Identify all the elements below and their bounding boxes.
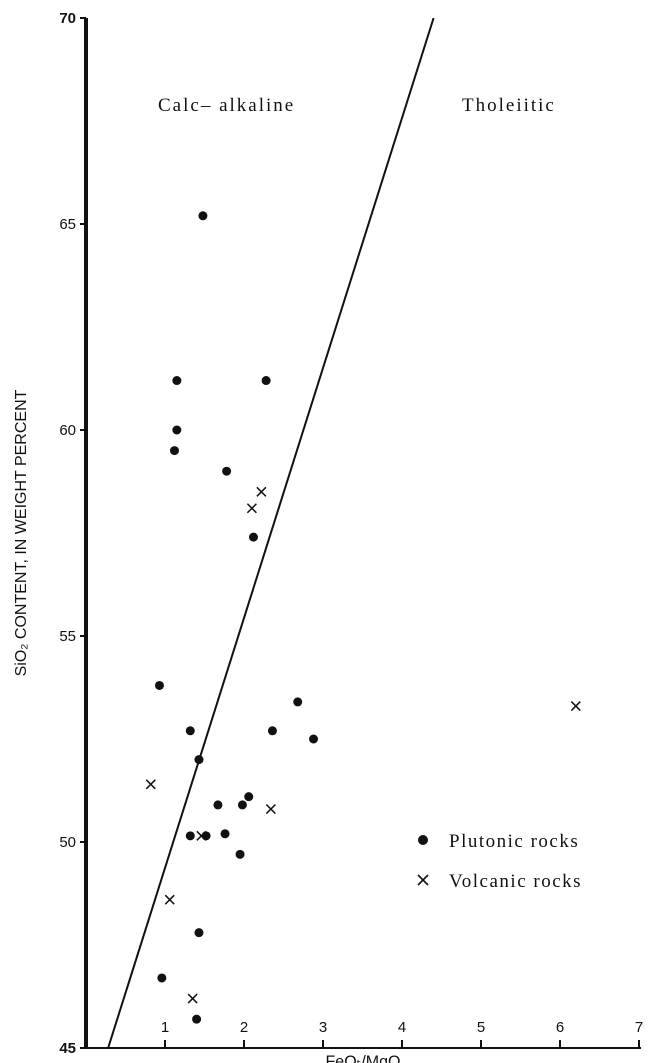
- y-tick-label: 60: [59, 422, 76, 439]
- plutonic-rock-point: [244, 792, 254, 802]
- volcanic-rock-point: [164, 894, 175, 905]
- legend-plutonic-label: Plutonic rocks: [449, 831, 579, 852]
- plutonic-rock-point: [261, 376, 271, 386]
- plutonic-rock-point: [222, 466, 232, 476]
- x-tick-label: 4: [398, 1019, 406, 1036]
- y-tick-label: 65: [59, 216, 76, 233]
- plutonic-rock-point: [293, 697, 303, 707]
- legend: Plutonic rocks Volcanic rocks: [417, 831, 582, 892]
- volcanic-rock-point: [256, 486, 267, 497]
- y-tick-label: 50: [59, 834, 76, 851]
- plutonic-rock-point: [237, 800, 247, 810]
- volcanic-rock-point: [187, 993, 198, 1004]
- plutonic-rock-point: [185, 831, 195, 841]
- y-tick-label: 70: [59, 10, 76, 27]
- plutonic-rock-point: [220, 829, 230, 839]
- plutonic-rock-point: [194, 928, 204, 938]
- calc-alkaline-tholeiitic-dividing-line: [107, 18, 435, 1048]
- plutonic-rock-point: [194, 755, 204, 765]
- plutonic-rock-point: [154, 680, 164, 690]
- plutonic-rock-point: [157, 973, 167, 983]
- volcanic-rock-point: [246, 503, 257, 514]
- volcanic-rock-point: [570, 701, 581, 712]
- x-tick-label: 6: [556, 1019, 564, 1036]
- x-tick-label: 1: [161, 1019, 169, 1036]
- plutonic-rock-point: [192, 1014, 202, 1024]
- plutonic-rock-point: [213, 800, 223, 810]
- legend-volcanic-marker: [417, 874, 429, 886]
- x-axis-title: FeOₜ/MgO: [326, 1053, 401, 1063]
- volcanic-rock-point: [145, 779, 156, 790]
- plutonic-rock-point: [169, 446, 179, 456]
- y-axis-title: SiO₂ CONTENT, IN WEIGHT PERCENT: [13, 389, 30, 676]
- legend-volcanic-label: Volcanic rocks: [449, 871, 582, 892]
- plutonic-rock-point: [235, 849, 245, 859]
- x-tick-label: 5: [477, 1019, 485, 1036]
- plutonic-rock-point: [201, 831, 211, 841]
- plutonic-rock-point: [198, 211, 208, 221]
- plutonic-rock-point: [172, 376, 182, 386]
- region-label-tholeiitic: Tholeiitic: [462, 95, 556, 116]
- x-tick-label: 2: [240, 1019, 248, 1036]
- plutonic-rock-point: [185, 726, 195, 736]
- volcanic-rock-point: [265, 804, 276, 815]
- volcanic-rock-point: [196, 830, 207, 841]
- plutonic-rock-point: [267, 726, 277, 736]
- plutonic-rock-point: [248, 532, 258, 542]
- legend-plutonic-marker: [418, 835, 428, 845]
- y-tick-label: 55: [59, 628, 76, 645]
- region-label-calc-alkaline: Calc– alkaline: [158, 95, 295, 116]
- plutonic-rock-point: [172, 425, 182, 435]
- y-tick-label: 45: [59, 1040, 76, 1057]
- plutonic-rock-point: [309, 734, 319, 744]
- x-tick-label: 3: [319, 1019, 327, 1036]
- x-tick-label: 7: [635, 1019, 643, 1036]
